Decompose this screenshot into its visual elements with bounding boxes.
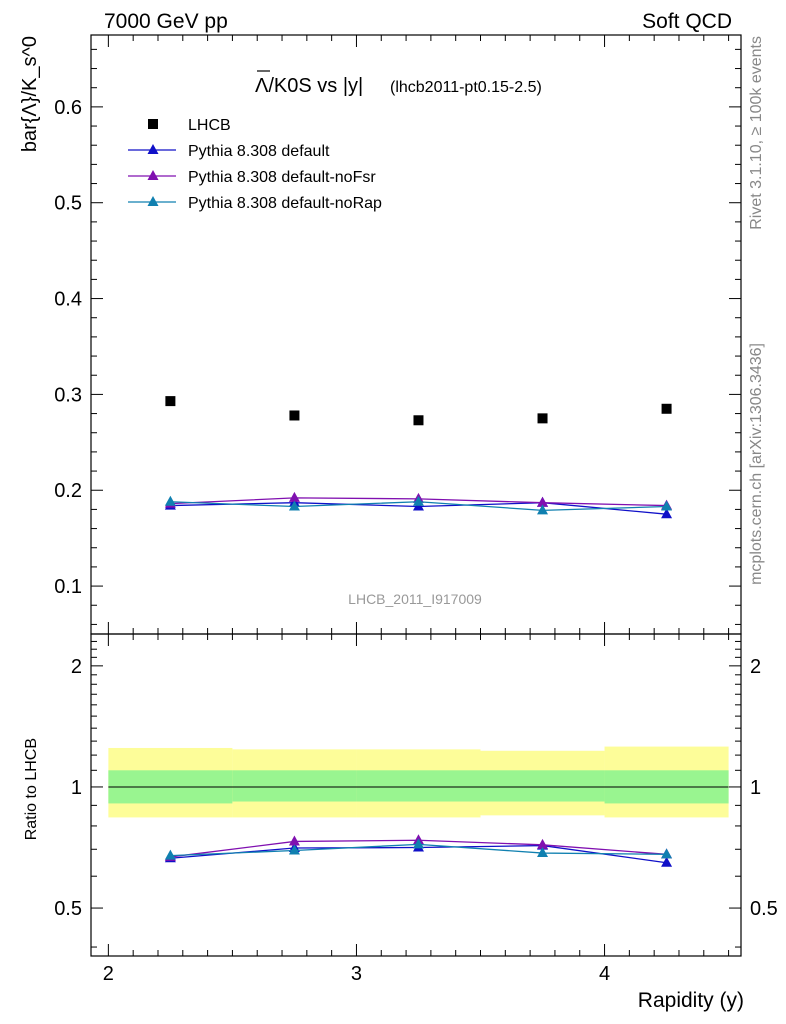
header-right: Soft QCD	[642, 10, 732, 33]
x-tick-label: 2	[103, 963, 114, 985]
ratio-y-axis-title: Ratio to LHCB	[23, 738, 40, 840]
chart-title-main: Λ/K0S vs |y|	[255, 75, 363, 97]
x-tick-label: 3	[351, 963, 362, 985]
upper-point	[412, 495, 424, 506]
legend-marker-lhcb	[148, 119, 158, 129]
legend-label: Pythia 8.308 default	[188, 143, 330, 160]
ratio-frame	[90, 633, 742, 957]
upper-y-tick-label: 0.4	[54, 289, 82, 311]
x-axis-title: Rapidity (y)	[638, 989, 744, 1012]
upper-y-tick-label: 0.6	[54, 97, 82, 119]
upper-point	[661, 508, 673, 519]
lhcb-data-point	[413, 415, 424, 426]
x-tick-label: 4	[599, 963, 610, 985]
ratio-point	[661, 848, 673, 859]
legend-label: Pythia 8.308 default-noRap	[188, 195, 382, 212]
ratio-y-tick-label: 1	[71, 777, 82, 799]
ratio-point	[537, 838, 549, 849]
lhcb-data-point	[165, 396, 176, 407]
ratio-point	[288, 844, 300, 855]
ratio-y-tick-label: 0.5	[54, 898, 82, 920]
upper-point	[288, 491, 300, 502]
ratio-plot: 0.5 0.5 1 1 2 2 2 3 4	[54, 633, 778, 985]
ratio-point	[288, 835, 300, 846]
ratio-point	[661, 856, 673, 867]
mcplots-label: mcplots.cern.ch [arXiv:1306.3436]	[748, 343, 765, 585]
upper-point	[537, 504, 549, 515]
legend-label: LHCB	[188, 117, 231, 134]
upper-y-tick-label: 0.5	[54, 193, 82, 215]
upper-point	[288, 500, 300, 511]
legend-marker-triangle	[147, 196, 159, 206]
ratio-point	[412, 838, 424, 849]
upper-point	[537, 496, 549, 507]
rivet-label: Rivet 3.1.10, ≥ 100k events	[748, 36, 765, 230]
upper-point	[661, 500, 673, 511]
ratio-y-tick-label: 2	[71, 656, 82, 678]
upper-y-axis-title: bar{Λ}/K_s^0	[19, 36, 41, 152]
ratio-y-tick-label-right: 1	[750, 777, 761, 799]
analysis-watermark: LHCB_2011_I917009	[348, 591, 482, 607]
upper-y-tick-label: 0.1	[54, 576, 82, 598]
ratio-stat-band	[356, 770, 481, 802]
lhcb-data-point	[661, 403, 672, 414]
ratio-stat-band	[232, 770, 357, 802]
ratio-y-tick-label-right: 0.5	[750, 898, 778, 920]
lhcb-data-point	[289, 410, 300, 421]
upper-y-tick-label: 0.3	[54, 384, 82, 406]
upper-y-tick-label: 0.2	[54, 480, 82, 502]
ratio-y-tick-label-right: 2	[750, 656, 761, 678]
legend: LHCB Pythia 8.308 default Pythia 8.308 def…	[128, 117, 382, 212]
chart-title-sub: (lhcb2011-pt0.15-2.5)	[390, 79, 542, 96]
legend-marker-triangle	[147, 170, 159, 180]
header-left: 7000 GeV pp	[104, 10, 228, 33]
ratio-point	[164, 849, 176, 860]
legend-marker-triangle	[147, 144, 159, 154]
ratio-stat-band	[480, 770, 605, 802]
upper-point	[164, 495, 176, 506]
ratio-point	[537, 847, 549, 858]
lhcb-data-point	[537, 413, 548, 424]
legend-label: Pythia 8.308 default-noFsr	[188, 169, 376, 186]
